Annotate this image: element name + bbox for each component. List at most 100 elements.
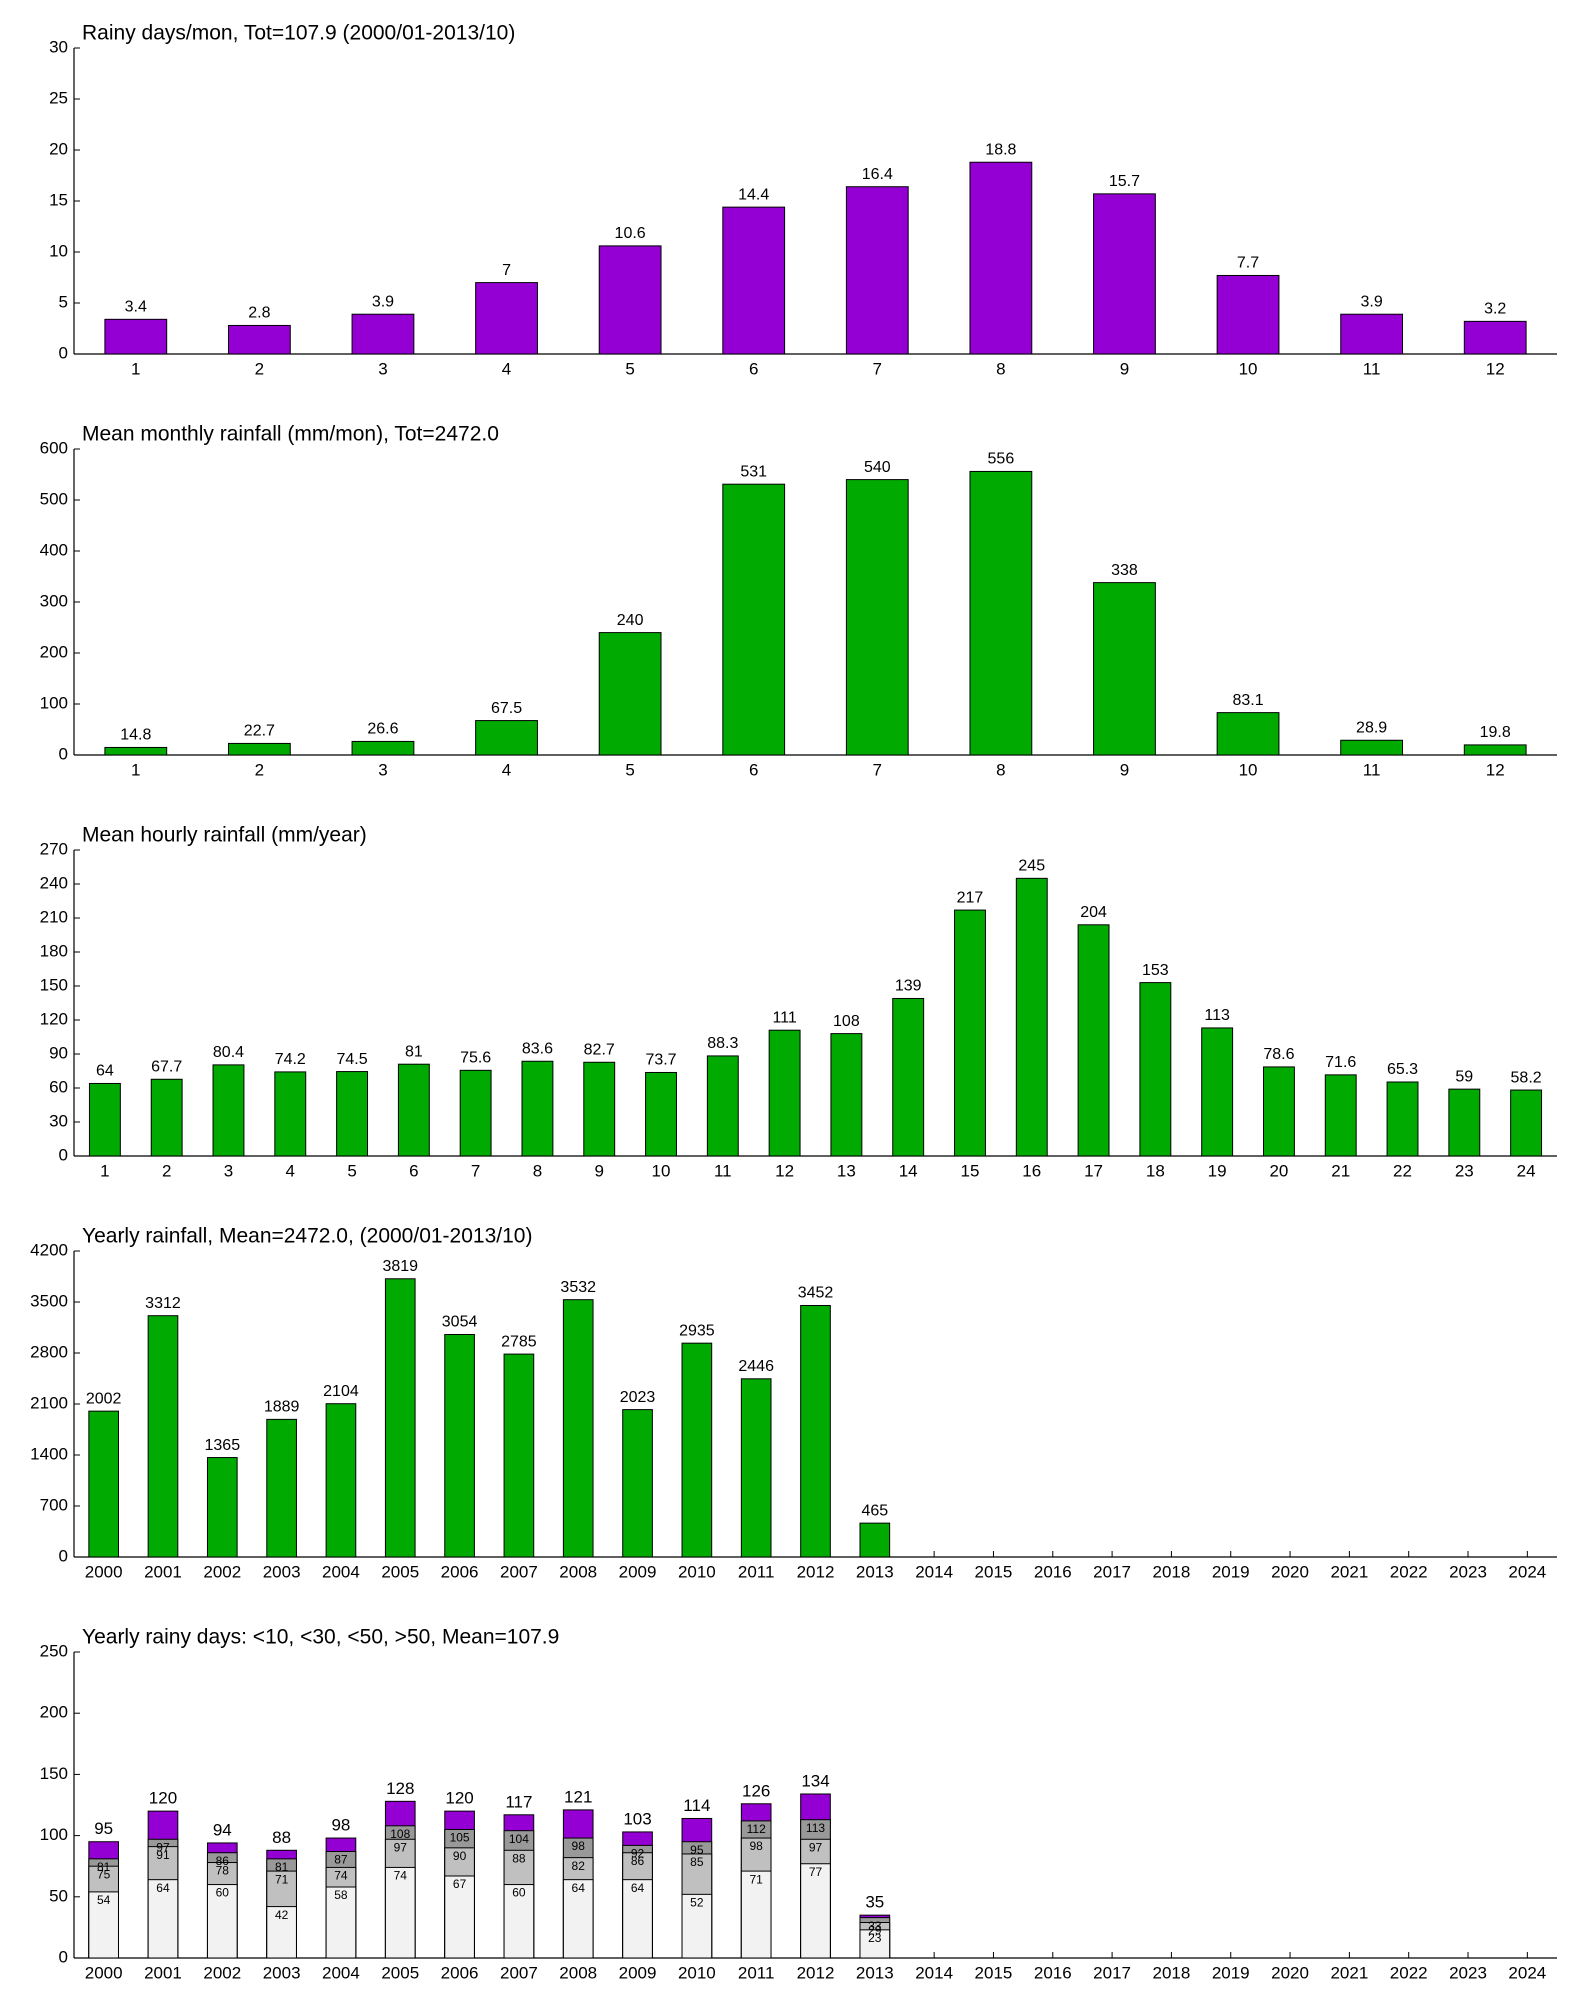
y-tick-label: 210	[40, 907, 68, 926]
chart-title: Mean monthly rainfall (mm/mon), Tot=2472…	[82, 423, 499, 446]
x-tick-label: 12	[1486, 359, 1505, 378]
x-tick-label: 2024	[1508, 1562, 1546, 1581]
value-label: 85	[690, 1855, 704, 1869]
bar	[1448, 1088, 1481, 1157]
value-label: 78.6	[1263, 1046, 1294, 1063]
value-label: 97	[809, 1840, 823, 1854]
x-tick-label: 5	[625, 359, 634, 378]
value-label: 75	[97, 1867, 111, 1881]
value-label: 556	[988, 451, 1015, 468]
x-tick-label: 4	[502, 760, 511, 779]
bar	[800, 1863, 831, 1959]
x-tick-label: 22	[1393, 1161, 1412, 1180]
x-tick-label: 2007	[500, 1963, 538, 1982]
value-label: 153	[1142, 962, 1169, 979]
value-label: 3452	[798, 1285, 834, 1302]
bar	[1093, 193, 1156, 355]
value-label: 97	[156, 1840, 170, 1854]
x-tick-label: 14	[899, 1161, 918, 1180]
x-tick-label: 2003	[263, 1562, 301, 1581]
value-label: 3054	[442, 1314, 478, 1331]
value-label: 108	[390, 1827, 410, 1841]
x-tick-label: 2010	[678, 1562, 716, 1581]
bar	[227, 742, 291, 756]
bar	[351, 740, 415, 756]
x-tick-label: 2007	[500, 1562, 538, 1581]
x-tick-label: 2009	[619, 1562, 657, 1581]
bar	[859, 1522, 891, 1558]
value-label: 2446	[738, 1358, 774, 1375]
bar	[1463, 320, 1527, 355]
value-label: 60	[512, 1886, 526, 1900]
y-tick-label: 270	[40, 839, 68, 858]
x-tick-label: 6	[749, 359, 758, 378]
x-tick-label: 7	[873, 359, 882, 378]
value-label: 103	[623, 1809, 651, 1828]
y-tick-label: 0	[59, 343, 68, 362]
x-tick-label: 2017	[1093, 1963, 1131, 1982]
value-label: 98	[331, 1816, 350, 1835]
bar	[1386, 1081, 1419, 1157]
y-tick-label: 250	[40, 1641, 68, 1660]
x-tick-label: 2016	[1034, 1963, 1072, 1982]
value-label: 10.6	[615, 225, 646, 242]
value-label: 3312	[145, 1295, 181, 1312]
value-label: 104	[509, 1832, 529, 1846]
bar	[88, 1082, 121, 1157]
y-tick-label: 50	[49, 1886, 68, 1905]
y-tick-label: 500	[40, 489, 68, 508]
bar	[325, 1886, 357, 1959]
bar	[892, 997, 925, 1157]
bar	[1262, 1066, 1295, 1157]
bar	[266, 1906, 297, 1959]
bar	[444, 1333, 475, 1558]
value-label: 74	[394, 1869, 408, 1883]
y-tick-label: 240	[40, 873, 68, 892]
value-label: 108	[833, 1013, 860, 1030]
x-tick-label: 2013	[856, 1963, 894, 1982]
value-label: 120	[445, 1789, 473, 1808]
y-tick-label: 120	[40, 1009, 68, 1028]
bar	[598, 632, 662, 756]
bar	[325, 1403, 357, 1558]
value-label: 64	[96, 1063, 114, 1080]
chart-title: Rainy days/mon, Tot=107.9 (2000/01-2013/…	[82, 22, 515, 45]
value-label: 14.4	[738, 186, 769, 203]
x-tick-label: 16	[1022, 1161, 1041, 1180]
value-label: 94	[213, 1820, 232, 1839]
bar	[104, 318, 168, 355]
value-label: 139	[895, 978, 922, 995]
y-tick-label: 2100	[30, 1393, 68, 1412]
y-tick-label: 0	[59, 744, 68, 763]
value-label: 64	[572, 1881, 586, 1895]
x-tick-label: 1	[131, 760, 140, 779]
value-label: 92	[631, 1847, 645, 1861]
value-label: 60	[216, 1886, 230, 1900]
x-tick-label: 9	[1120, 760, 1129, 779]
x-tick-label: 2017	[1093, 1562, 1131, 1581]
bar	[622, 1879, 653, 1959]
x-tick-label: 2016	[1034, 1562, 1072, 1581]
y-tick-label: 10	[49, 241, 68, 260]
x-tick-label: 18	[1146, 1161, 1165, 1180]
x-tick-label: 23	[1455, 1161, 1474, 1180]
value-label: 113	[806, 1821, 825, 1835]
value-label: 15.7	[1109, 173, 1140, 190]
value-label: 204	[1080, 904, 1107, 921]
y-tick-label: 25	[49, 88, 68, 107]
x-tick-label: 2008	[559, 1562, 597, 1581]
x-tick-label: 2023	[1449, 1562, 1487, 1581]
y-tick-label: 5	[59, 292, 68, 311]
value-label: 67	[453, 1877, 467, 1891]
value-label: 64	[156, 1881, 170, 1895]
value-label: 240	[617, 612, 644, 629]
value-label: 71	[275, 1872, 289, 1886]
value-label: 77	[809, 1865, 823, 1879]
bar	[1216, 712, 1280, 756]
bar	[266, 1418, 297, 1558]
y-tick-label: 300	[40, 591, 68, 610]
chart-title: Yearly rainy days: <10, <30, <50, >50, M…	[82, 1626, 559, 1649]
value-label: 2023	[620, 1389, 656, 1406]
x-tick-label: 2000	[85, 1963, 123, 1982]
x-tick-label: 2002	[203, 1963, 241, 1982]
